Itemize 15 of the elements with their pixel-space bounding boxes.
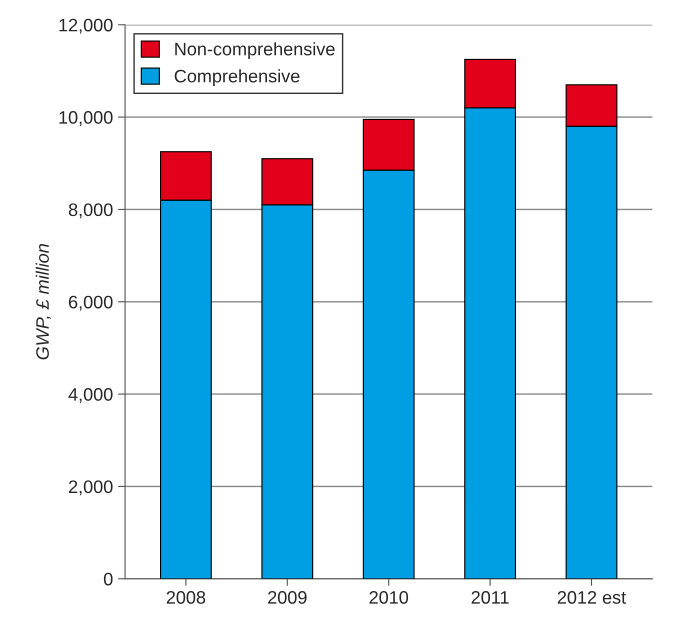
x-tick-label: 2010: [370, 591, 408, 604]
x-tick-label: 2012 est: [558, 591, 626, 604]
y-tick-label: 0: [104, 572, 113, 586]
x-tick-label: 2011: [472, 591, 509, 604]
y-tick-label: 10,000: [59, 111, 113, 126]
y-tick-label: 2,000: [68, 480, 113, 496]
legend-label: Comprehensive: [174, 69, 300, 86]
y-axis-title: GWP, £ million: [36, 244, 52, 360]
y-tick-label: 4,000: [68, 388, 113, 403]
y-tick-label: 12,000: [59, 18, 113, 34]
x-tick-label: 2008: [166, 591, 206, 604]
legend-label: Non-comprehensive: [175, 42, 335, 60]
y-tick-label: 8,000: [68, 203, 113, 218]
x-tick-label: 2009: [268, 591, 307, 604]
y-tick-label: 6,000: [68, 296, 113, 311]
